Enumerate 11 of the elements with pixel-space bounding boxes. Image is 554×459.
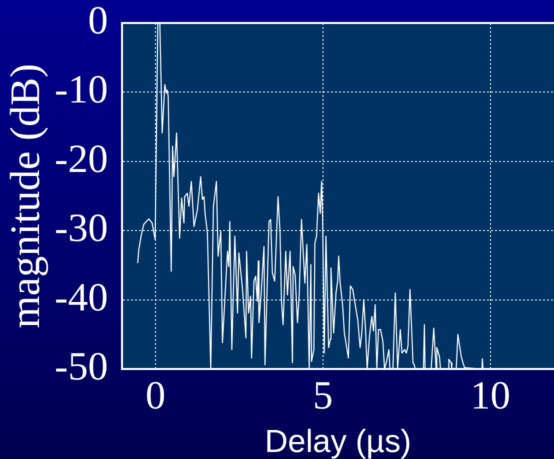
x-tick-label: 0: [145, 372, 166, 418]
y-tick-label: -10: [54, 66, 108, 112]
y-tick-label: -20: [54, 136, 108, 181]
x-tick-label: 10: [470, 372, 510, 418]
y-axis-title: magnitude (dB): [3, 64, 50, 328]
y-tick-label: -30: [54, 205, 108, 250]
y-tick-label: 0: [88, 0, 108, 42]
x-tick-label: 5: [312, 372, 333, 418]
x-axis-title: Delay (µs): [264, 422, 412, 459]
y-tick-label: -40: [54, 274, 108, 320]
y-tick-label: -50: [54, 344, 108, 388]
